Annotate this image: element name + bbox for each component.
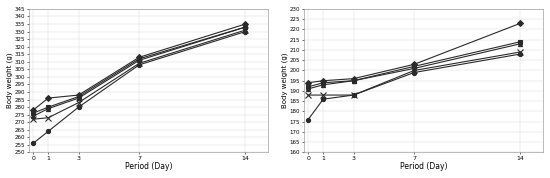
Y-axis label: Body weight (g): Body weight (g)	[7, 53, 13, 108]
X-axis label: Period (Day): Period (Day)	[399, 162, 447, 171]
X-axis label: Period (Day): Period (Day)	[124, 162, 172, 171]
Y-axis label: Body weight (g): Body weight (g)	[282, 53, 288, 108]
